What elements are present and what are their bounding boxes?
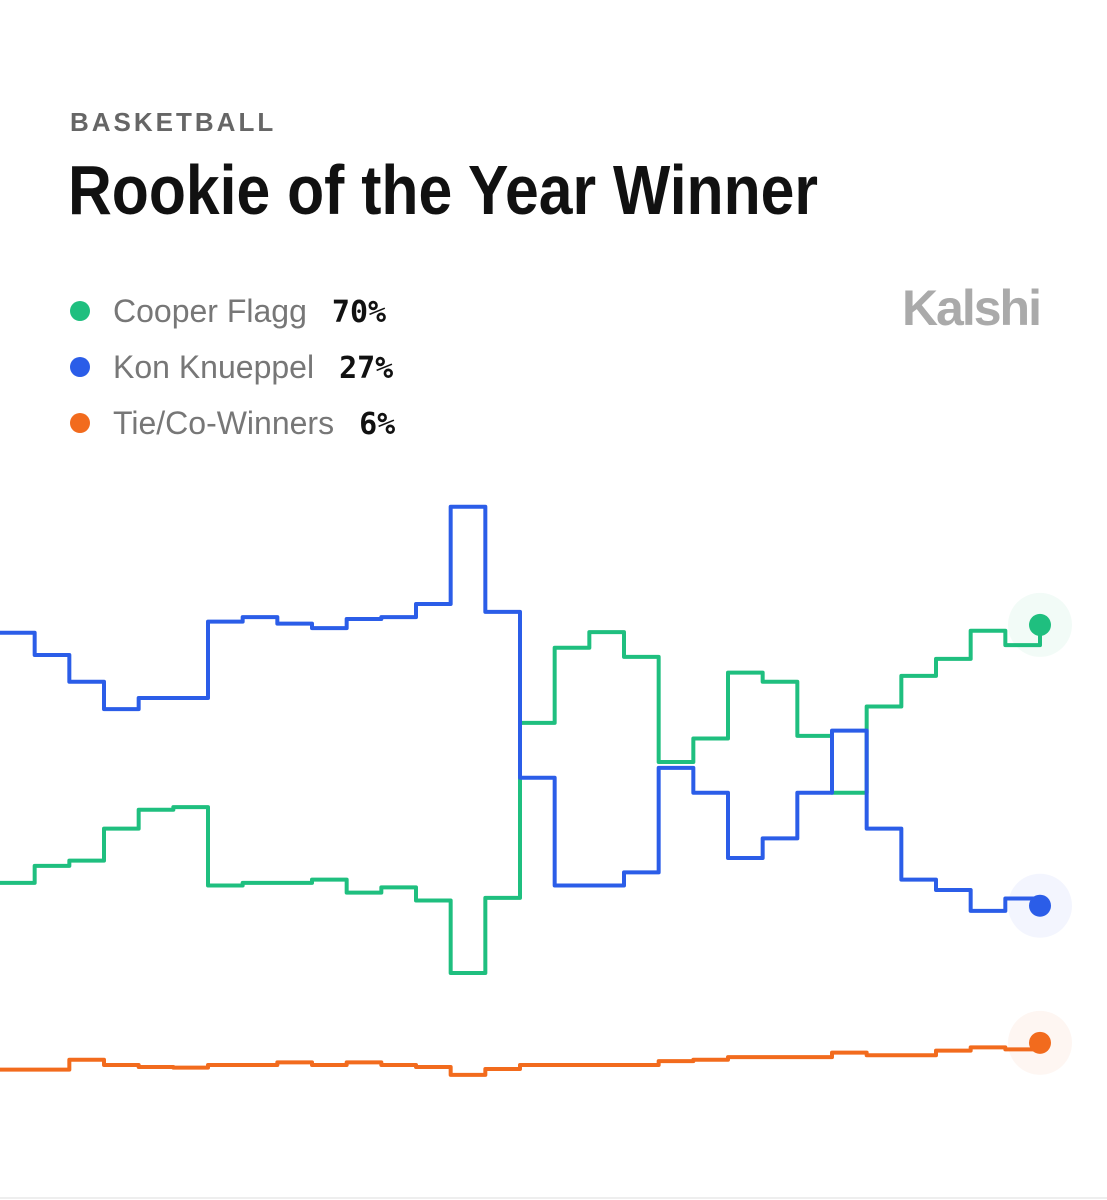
legend-dot <box>70 413 90 433</box>
legend-value: 27% <box>339 351 393 386</box>
legend-value: 6% <box>359 407 395 442</box>
legend-name: Kon Knueppel <box>113 349 314 385</box>
chart-title: Rookie of the Year Winner <box>68 151 818 229</box>
legend-dot <box>70 301 90 321</box>
series-line <box>0 504 1042 913</box>
legend-name: Tie/Co-Winners <box>113 405 334 441</box>
legend-value: 70% <box>332 295 386 330</box>
series-line <box>0 624 1042 975</box>
series-line <box>0 1042 1042 1077</box>
current-dot <box>1029 613 1051 636</box>
legend-name: Cooper Flagg <box>113 293 307 329</box>
brand-logo: Kalshi <box>902 280 1040 336</box>
current-dot <box>1029 1031 1051 1054</box>
current-dot <box>1029 894 1051 917</box>
legend-dot <box>70 357 90 377</box>
category-label: BASKETBALL <box>70 107 276 137</box>
